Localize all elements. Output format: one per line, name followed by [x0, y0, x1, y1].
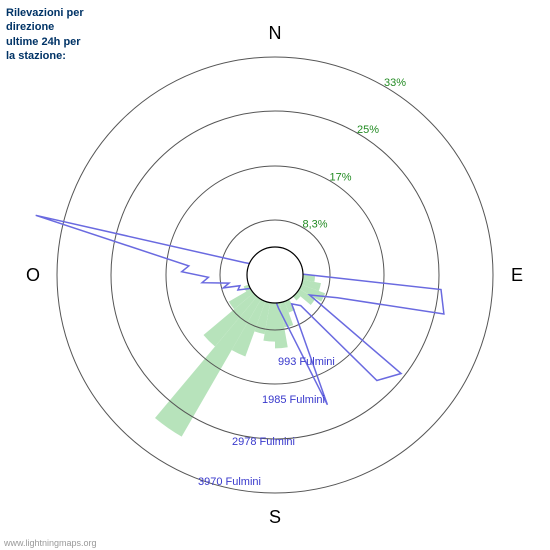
rose-chart: 8,3% 17% 25% 33% N E S O 993 Fulmini 1985 Fulmini… [0, 0, 550, 550]
strike-label: 3970 Fulmini [198, 476, 261, 488]
cardinal-E: E [511, 265, 523, 285]
ring-label: 33% [384, 77, 406, 89]
strike-label: 2978 Fulmini [232, 436, 295, 448]
bar [155, 275, 275, 437]
ring-label: 8,3% [303, 218, 328, 230]
center-hub [247, 247, 303, 303]
ring-label: 17% [330, 172, 352, 184]
strike-label: 1985 Fulmini [262, 394, 325, 406]
chart-title: Rilevazioni per direzione ultime 24h per… [6, 6, 84, 63]
cardinal-S: S [269, 507, 281, 527]
cardinal-O: O [26, 265, 40, 285]
strike-label: 993 Fulmini [278, 356, 335, 368]
footer-attribution: www.lightningmaps.org [4, 538, 97, 548]
ring-label: 25% [357, 124, 379, 136]
cardinal-N: N [269, 23, 282, 43]
